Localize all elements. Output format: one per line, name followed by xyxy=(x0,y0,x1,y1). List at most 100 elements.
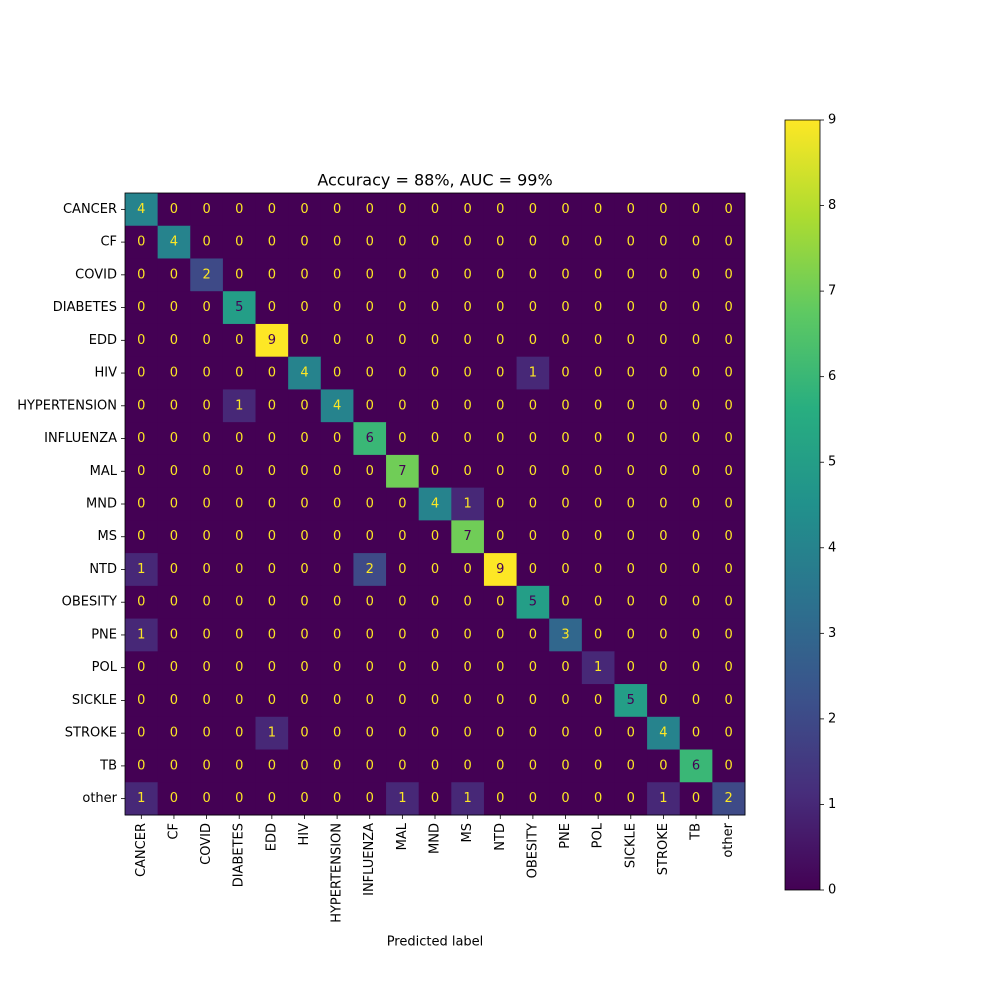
cell-value-label: 0 xyxy=(594,529,602,544)
cell-value-label: 0 xyxy=(561,366,569,381)
cell-value-label: 1 xyxy=(529,366,537,381)
cell-value-label: 0 xyxy=(235,627,243,642)
cell-value-label: 0 xyxy=(268,595,276,610)
cell-value-label: 0 xyxy=(268,235,276,250)
cell-value-label: 0 xyxy=(594,300,602,315)
heatmap-cell xyxy=(712,749,746,783)
cell-value-label: 0 xyxy=(561,202,569,217)
cell-value-label: 0 xyxy=(529,693,537,708)
x-tick-label: OBESITY xyxy=(525,823,540,878)
cell-value-label: 0 xyxy=(561,267,569,282)
cell-value-label: 0 xyxy=(561,726,569,741)
heatmap-cell xyxy=(451,749,485,783)
cell-value-label: 0 xyxy=(300,464,308,479)
cell-value-label: 0 xyxy=(268,398,276,413)
heatmap-cell xyxy=(614,454,648,489)
cell-value-label: 0 xyxy=(366,791,374,806)
cell-value-label: 0 xyxy=(170,562,178,577)
heatmap-cell xyxy=(712,618,746,652)
heatmap-cell xyxy=(483,684,518,718)
heatmap-cell xyxy=(614,716,648,751)
heatmap-cell xyxy=(581,422,615,456)
cell-value-label: 0 xyxy=(268,660,276,675)
cell-value-label: 0 xyxy=(235,202,243,217)
x-tick-label: STROKE xyxy=(656,823,671,875)
heatmap-cell xyxy=(418,684,452,718)
heatmap-cell xyxy=(255,553,289,587)
cell-value-label: 0 xyxy=(594,333,602,348)
heatmap-cell xyxy=(288,716,322,751)
cell-value-label: 0 xyxy=(300,627,308,642)
cell-value-label: 0 xyxy=(561,693,569,708)
heatmap-cell xyxy=(125,618,159,652)
heatmap-cell xyxy=(581,782,615,816)
heatmap-cell xyxy=(418,585,452,620)
cell-value-label: 0 xyxy=(431,562,439,577)
cell-value-label: 0 xyxy=(137,497,145,512)
heatmap-cell xyxy=(679,618,713,652)
heatmap-cell xyxy=(581,684,615,718)
heatmap-cell xyxy=(190,585,224,620)
cell-value-label: 0 xyxy=(725,726,733,741)
cell-value-label: 0 xyxy=(137,595,145,610)
cell-value-label: 0 xyxy=(627,529,635,544)
heatmap-cell xyxy=(157,749,191,783)
heatmap-cell xyxy=(288,323,322,358)
heatmap-cell xyxy=(581,651,615,685)
cell-value-label: 0 xyxy=(300,431,308,446)
cell-value-label: 0 xyxy=(333,464,341,479)
heatmap-cell xyxy=(549,356,583,390)
heatmap-cell xyxy=(516,323,550,358)
cell-value-label: 0 xyxy=(463,726,471,741)
heatmap-cell xyxy=(712,782,746,816)
cell-value-label: 0 xyxy=(496,366,504,381)
cell-value-label: 0 xyxy=(594,562,602,577)
cell-value-label: 0 xyxy=(529,627,537,642)
heatmap-cell xyxy=(157,782,191,816)
heatmap-cell xyxy=(288,520,322,554)
heatmap-cell xyxy=(222,749,257,783)
cell-value-label: 1 xyxy=(463,497,471,512)
cell-value-label: 0 xyxy=(463,202,471,217)
heatmap-cell xyxy=(614,258,648,292)
cell-value-label: 0 xyxy=(659,758,667,773)
heatmap-cell xyxy=(483,193,518,227)
cell-value-label: 0 xyxy=(594,627,602,642)
heatmap-cell xyxy=(386,422,420,456)
heatmap-cell xyxy=(125,389,159,423)
cell-value-label: 0 xyxy=(268,267,276,282)
cell-value-label: 0 xyxy=(398,431,406,446)
cell-value-label: 0 xyxy=(594,595,602,610)
heatmap-cell xyxy=(353,553,387,587)
heatmap-cell xyxy=(451,684,485,718)
heatmap-cell xyxy=(353,454,387,489)
heatmap-cell xyxy=(712,422,746,456)
heatmap-cell xyxy=(483,389,518,423)
cell-value-label: 0 xyxy=(333,791,341,806)
y-tick-label: MND xyxy=(86,497,117,512)
heatmap-cell xyxy=(418,323,452,358)
cell-value-label: 0 xyxy=(366,726,374,741)
cell-value-label: 0 xyxy=(366,627,374,642)
cell-value-label: 0 xyxy=(594,758,602,773)
heatmap-cell xyxy=(581,749,615,783)
cell-value-label: 0 xyxy=(692,562,700,577)
heatmap-cell xyxy=(712,356,746,390)
cell-value-label: 0 xyxy=(627,726,635,741)
cell-value-label: 9 xyxy=(268,333,276,348)
cell-value-label: 0 xyxy=(333,497,341,512)
heatmap-cell xyxy=(190,356,224,390)
cell-value-label: 0 xyxy=(463,758,471,773)
cell-value-label: 0 xyxy=(561,300,569,315)
cell-value-label: 0 xyxy=(137,235,145,250)
colorbar-tick-label: 4 xyxy=(828,540,836,555)
cell-value-label: 0 xyxy=(725,497,733,512)
cell-value-label: 0 xyxy=(333,333,341,348)
cell-value-label: 0 xyxy=(561,497,569,512)
colorbar-tick-label: 6 xyxy=(828,369,836,384)
x-tick-label: SICKLE xyxy=(623,823,638,868)
heatmap-cell xyxy=(125,684,159,718)
cell-value-label: 1 xyxy=(659,791,667,806)
cell-value-label: 0 xyxy=(692,497,700,512)
cell-value-label: 0 xyxy=(529,758,537,773)
